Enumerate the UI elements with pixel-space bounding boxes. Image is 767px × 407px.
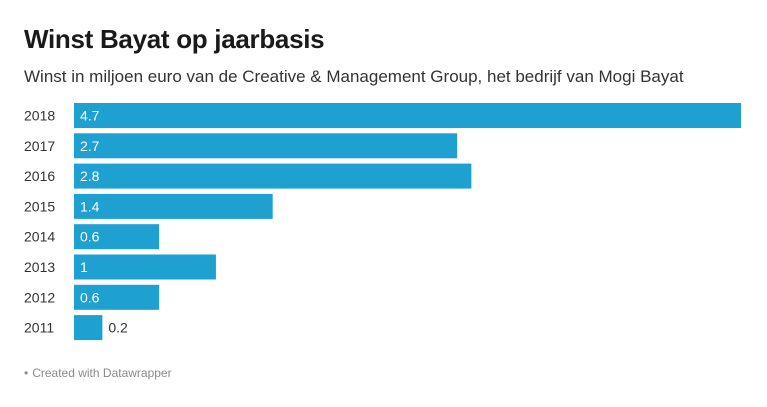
bar-chart: 2018 4.7 2017 2.7 2016 2.8 2015 1.4 2014 0.6 2013 1… <box>24 103 741 341</box>
footer-credit: • Created with Datawrapper <box>24 366 172 380</box>
value-label: 1 <box>80 259 88 275</box>
category-label: 2015 <box>24 198 55 214</box>
value-label: 4.7 <box>80 108 100 124</box>
category-label: 2012 <box>24 289 55 305</box>
bar-2015 <box>74 193 273 219</box>
value-label: 2.7 <box>80 138 100 154</box>
value-label: 2.8 <box>80 168 100 184</box>
footer-text: Created with Datawrapper <box>32 366 172 380</box>
category-label: 2017 <box>24 138 55 154</box>
chart-title: Winst Bayat op jaarbasis <box>24 24 325 54</box>
category-label: 2011 <box>24 320 54 336</box>
bar-2014 <box>74 224 160 250</box>
category-label: 2013 <box>24 259 55 275</box>
value-label: 0.6 <box>80 289 100 305</box>
bar-2017 <box>74 133 458 159</box>
chart-subtitle: Winst in miljoen euro van de Creative & … <box>24 67 684 86</box>
bar-2018 <box>74 103 741 128</box>
value-label: 0.2 <box>108 320 128 336</box>
bar-2013 <box>74 254 216 280</box>
footer-bullet: • <box>24 366 29 380</box>
bars-layer: 2018 4.7 2017 2.7 2016 2.8 2015 1.4 2014 0.6 2013 1… <box>24 103 741 341</box>
category-label: 2016 <box>24 168 55 184</box>
category-label: 2018 <box>24 108 55 124</box>
category-label: 2014 <box>24 229 55 245</box>
value-label: 1.4 <box>80 198 100 214</box>
bar-2012 <box>74 284 160 310</box>
bar-2011 <box>74 315 103 341</box>
bar-2016 <box>74 163 472 189</box>
value-label: 0.6 <box>80 229 100 245</box>
